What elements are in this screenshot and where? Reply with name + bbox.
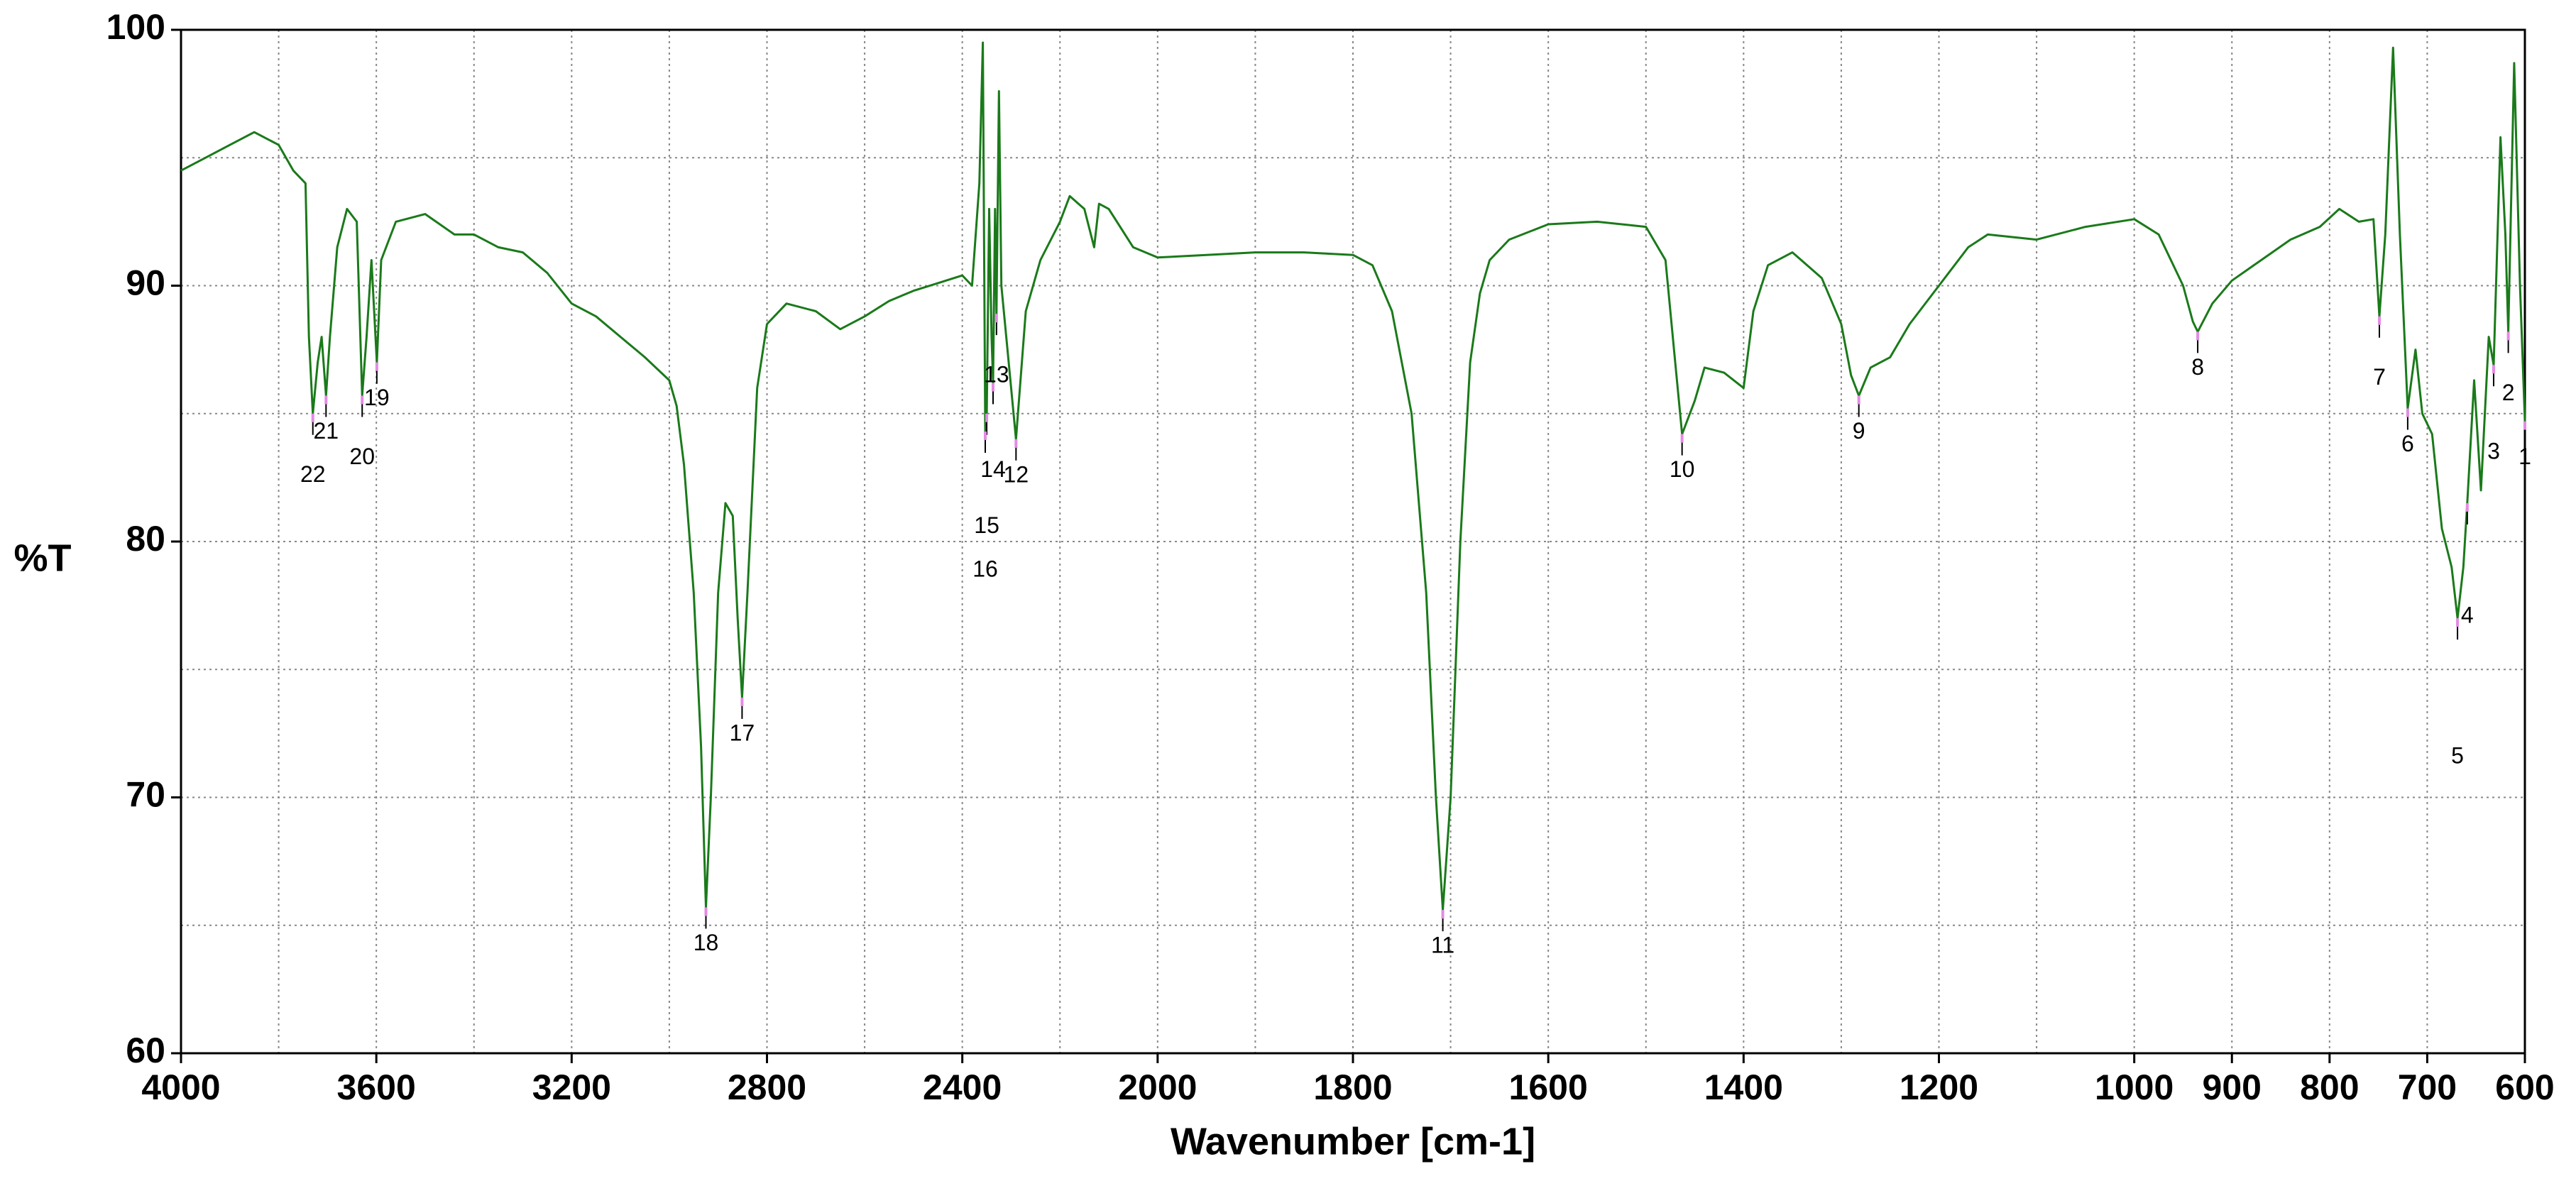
peak-label: 21 — [314, 418, 339, 444]
x-tick-label: 600 — [2495, 1067, 2554, 1107]
x-tick-label: 3200 — [532, 1067, 611, 1107]
peak-label: 13 — [984, 362, 1009, 388]
peak-label: 11 — [1431, 933, 1454, 958]
x-tick-label: 1400 — [1704, 1067, 1783, 1107]
peak-label: 14 — [980, 456, 1006, 482]
x-tick-label: 1600 — [1509, 1067, 1588, 1107]
peak-label: 4 — [2461, 602, 2474, 627]
peak-label: 16 — [972, 556, 998, 581]
y-tick-label: 100 — [106, 7, 165, 47]
y-tick-label: 80 — [126, 519, 165, 559]
peak-label: 5 — [2451, 743, 2464, 769]
x-tick-label: 700 — [2398, 1067, 2457, 1107]
peak-label: 1 — [2519, 444, 2531, 469]
x-tick-label: 1000 — [2095, 1067, 2174, 1107]
peak-label: 22 — [300, 461, 326, 487]
peak-label: 19 — [364, 385, 390, 410]
x-tick-label: 2400 — [923, 1067, 1002, 1107]
y-axis-title: %T — [14, 537, 72, 579]
plot-frame — [180, 28, 2526, 1055]
peak-label: 8 — [2191, 354, 2204, 380]
x-tick-label: 1800 — [1313, 1067, 1392, 1107]
y-tick-label: 90 — [126, 263, 165, 303]
y-tick-label: 70 — [126, 775, 165, 815]
peak-label: 2 — [2502, 380, 2515, 405]
x-tick-label: 800 — [2300, 1067, 2359, 1107]
y-tick-label: 60 — [126, 1031, 165, 1070]
x-tick-label: 1200 — [1900, 1067, 1978, 1107]
x-tick-label: 4000 — [141, 1067, 220, 1107]
peak-label: 3 — [2487, 439, 2500, 464]
peak-label: 10 — [1670, 456, 1695, 482]
x-tick-label: 2800 — [728, 1067, 806, 1107]
peak-label: 18 — [694, 930, 719, 955]
x-axis-title: Wavenumber [cm-1] — [1171, 1120, 1535, 1163]
x-tick-label: 900 — [2203, 1067, 2262, 1107]
spectrum-line — [180, 41, 2526, 911]
peak-label: 7 — [2373, 364, 2386, 390]
peak-label: 20 — [349, 444, 375, 469]
peak-label: 9 — [1853, 418, 1865, 444]
peak-label: 17 — [730, 720, 755, 745]
x-tick-label: 2000 — [1118, 1067, 1197, 1107]
x-tick-label: 3600 — [337, 1067, 416, 1107]
peak-label: 15 — [974, 512, 999, 538]
peak-label: 12 — [1004, 461, 1029, 487]
peak-label: 6 — [2401, 431, 2414, 456]
